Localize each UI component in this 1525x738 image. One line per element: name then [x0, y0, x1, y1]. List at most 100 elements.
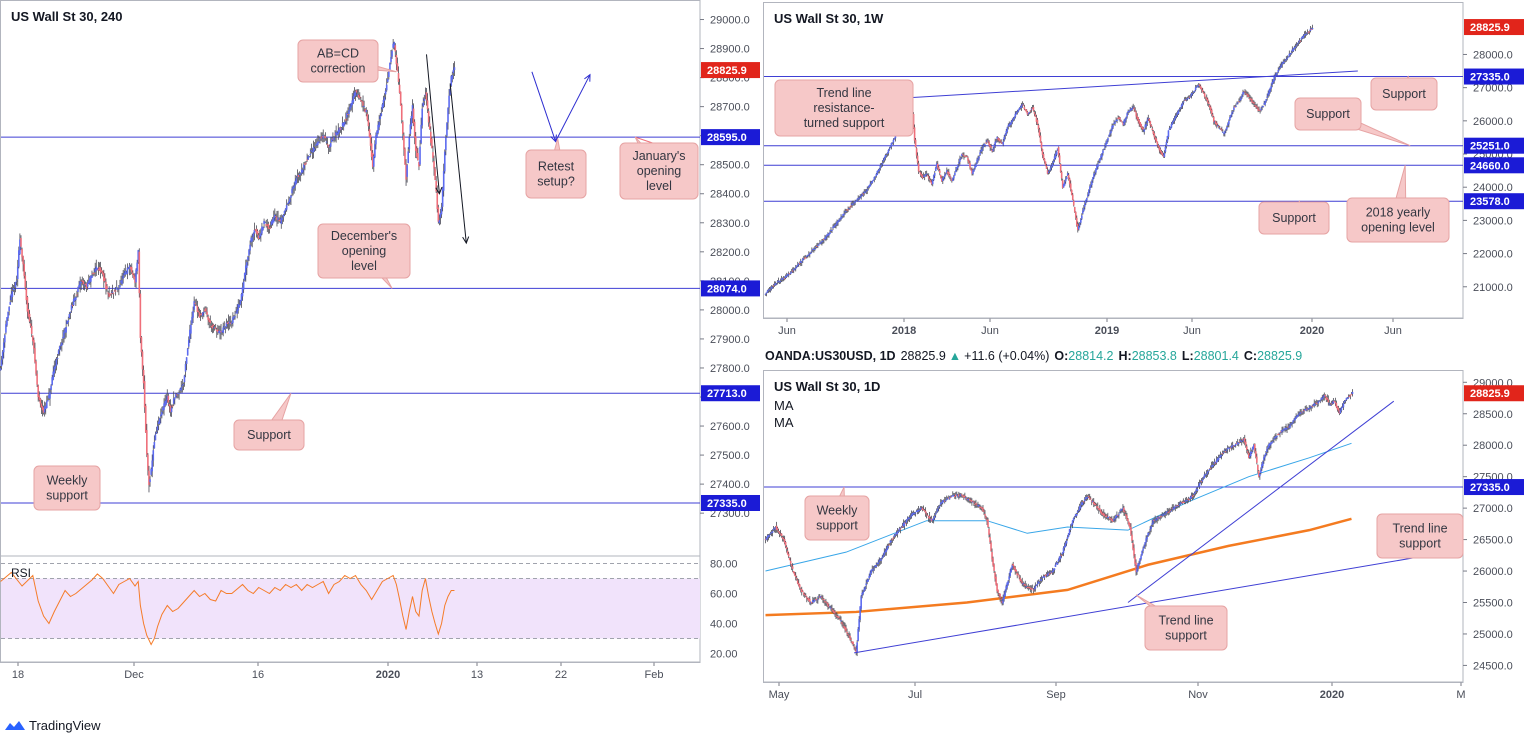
candle-body	[874, 176, 877, 178]
candle-body	[1345, 397, 1348, 400]
candle-body	[818, 244, 820, 246]
candle-body	[951, 495, 954, 497]
candle-body	[1240, 97, 1242, 101]
callout-box[interactable]: Support	[1370, 77, 1438, 111]
candle-body	[919, 507, 922, 510]
candle-body	[842, 624, 844, 626]
candle-body	[137, 250, 140, 263]
candle-body	[882, 159, 885, 162]
daily-chart-panel[interactable]: 24500.025000.025500.026000.026500.027000…	[763, 368, 1525, 708]
candle-body	[414, 136, 417, 151]
candle-body	[1256, 106, 1258, 108]
y-tick-label: 28900.0	[710, 44, 750, 56]
candle-body	[1069, 528, 1072, 530]
candle-body	[282, 214, 285, 218]
ohlc-c-label: C:	[1244, 349, 1257, 363]
candle-body	[308, 156, 311, 158]
candle-body	[1278, 433, 1280, 435]
y-tick-label: 28300.0	[710, 218, 750, 230]
candle-body	[286, 203, 289, 205]
candle-body	[412, 108, 415, 124]
candle-body	[361, 101, 363, 103]
weekly-chart-panel[interactable]: 21000.022000.023000.024000.025000.026000…	[763, 0, 1525, 344]
candle-body	[995, 140, 997, 142]
candle-body	[94, 269, 96, 272]
candle-body	[1228, 447, 1231, 449]
candle-body	[11, 291, 14, 298]
candle-body	[1197, 85, 1200, 87]
candle-body	[34, 348, 36, 363]
candle-body	[796, 264, 799, 267]
candle-body	[128, 265, 131, 269]
candle-body	[228, 321, 231, 324]
candle-body	[1027, 587, 1030, 589]
candle-body	[1222, 131, 1224, 133]
candle-body	[1152, 519, 1154, 524]
candle-body	[1100, 511, 1103, 515]
candle-body	[22, 256, 24, 265]
candle-body	[166, 395, 169, 401]
candle-body	[1014, 113, 1017, 117]
plot-frame	[0, 0, 701, 663]
candle-body	[1053, 156, 1056, 160]
candle-body	[1235, 105, 1237, 107]
candle-body	[350, 103, 352, 108]
callout-box[interactable]: Support	[233, 419, 305, 451]
candle-body	[38, 395, 41, 400]
candle-body	[1298, 413, 1300, 415]
candle-body	[1311, 27, 1314, 30]
tradingview-logo[interactable]: TradingView	[4, 718, 101, 733]
candle-body	[800, 261, 803, 263]
candle-body	[1282, 61, 1285, 64]
candle-body	[114, 290, 117, 292]
candle-body	[1315, 402, 1318, 404]
candle-body	[1150, 125, 1153, 127]
candle-body	[931, 519, 934, 521]
candle-body	[399, 91, 402, 106]
callout-box[interactable]: Support	[1258, 201, 1330, 235]
candle-body	[113, 290, 116, 292]
candle-body	[854, 648, 856, 650]
candle-body	[813, 248, 815, 250]
candle-body	[878, 560, 881, 562]
candle-body	[830, 607, 832, 609]
candle-body	[1026, 587, 1029, 589]
candle-body	[1213, 121, 1216, 123]
candle-body	[918, 171, 921, 173]
candle-body	[369, 134, 372, 146]
candle-body	[1284, 59, 1287, 61]
candle-body	[357, 94, 360, 98]
callout-box[interactable]: Support	[1294, 97, 1362, 131]
candle-body	[928, 178, 931, 180]
candle-body	[1208, 468, 1211, 470]
candle-body	[764, 538, 767, 540]
candle-body	[937, 507, 940, 509]
candle-body	[772, 285, 775, 287]
h4-chart-panel[interactable]: 27300.027400.027500.027600.027700.027800…	[0, 0, 760, 686]
candle-body	[1044, 574, 1047, 577]
candle-body	[815, 247, 817, 249]
candle-body	[1217, 125, 1219, 127]
candle-body	[258, 235, 261, 238]
candle-body	[289, 198, 291, 202]
rsi-tick-label: 80.00	[710, 559, 738, 571]
candle-body	[1184, 500, 1187, 502]
candle-body	[913, 512, 916, 515]
candle-body	[90, 275, 92, 282]
candle-body	[397, 73, 400, 82]
candle-body	[1114, 518, 1116, 520]
candle-body	[895, 532, 898, 535]
annotation-arrow	[425, 54, 440, 194]
candle-body	[1084, 203, 1086, 207]
candle-body	[828, 233, 830, 236]
